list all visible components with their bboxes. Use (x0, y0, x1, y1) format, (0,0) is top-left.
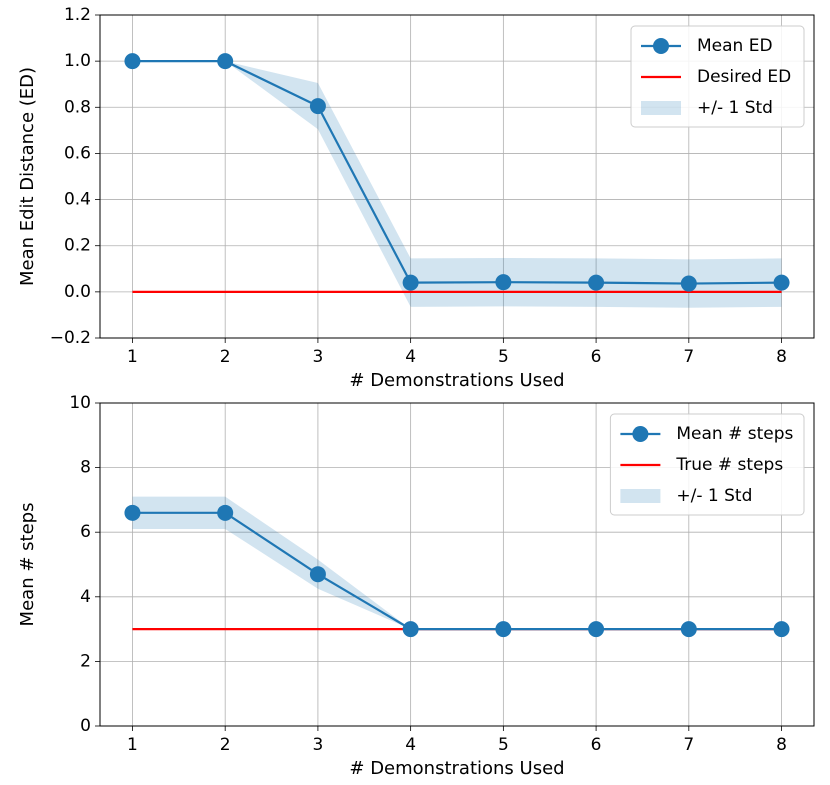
y-tick-label: 0.8 (64, 97, 91, 117)
x-tick-label: 1 (127, 735, 138, 755)
x-tick-label: 3 (312, 347, 323, 367)
marker (495, 621, 512, 638)
x-tick-label: 6 (591, 735, 602, 755)
marker (124, 53, 141, 70)
marker (773, 274, 790, 291)
legend-marker (632, 426, 649, 442)
marker (217, 53, 234, 70)
legend-label: Desired ED (697, 67, 791, 87)
axes: −0.2 0.0 0.2 0.4 0.6 0.8 1.0 1.2 1 2 3 4 5 6 7 8 # Demon… (17, 5, 815, 391)
x-tick-label: 4 (405, 347, 416, 367)
mean-line (132, 60, 782, 285)
x-tick-label: 7 (683, 347, 694, 367)
y-tick-label: 0.4 (64, 190, 91, 210)
y-tick-label: 1.0 (64, 51, 91, 71)
legend-label: True # steps (675, 455, 783, 475)
y-tick-label: 0.6 (64, 143, 91, 163)
y-axis-label: Mean Edit Distance (ED) (17, 67, 38, 286)
std-band (132, 496, 782, 630)
marker (217, 504, 234, 521)
legend-label: +/- 1 Std (697, 98, 773, 118)
y-axis-label: Mean # steps (17, 503, 38, 627)
marker (402, 621, 419, 638)
x-axis-label: # Demonstrations Used (349, 758, 564, 779)
marker (495, 274, 512, 291)
legend: Mean ED Desired ED +/- 1 Std (630, 25, 805, 128)
legend-marker (653, 38, 669, 54)
y-tick-label: 0.2 (64, 236, 91, 256)
x-tick-label: 5 (498, 347, 509, 367)
legend-swatch (641, 101, 681, 115)
y-tick-label: 0 (80, 716, 91, 736)
marker (588, 274, 605, 291)
marker (402, 274, 419, 291)
legend-box (630, 25, 805, 128)
mean-line (132, 511, 782, 631)
x-tick-label: 2 (220, 347, 231, 367)
y-tick-label: 2 (80, 651, 91, 671)
y-tick-label: 0.0 (64, 282, 91, 302)
legend-swatch (620, 489, 661, 503)
legend-box (609, 413, 805, 516)
legend: Mean # steps True # steps +/- 1 Std (609, 413, 805, 516)
y-tick-label: 8 (80, 458, 91, 478)
x-tick-label: 5 (498, 735, 509, 755)
y-tick-label: 10 (69, 393, 91, 413)
marker (680, 621, 697, 638)
x-tick-label: 8 (776, 735, 787, 755)
legend-label: Mean ED (697, 36, 773, 56)
x-axis-label: # Demonstrations Used (349, 370, 564, 391)
marker (680, 275, 697, 292)
y-tick-label: 4 (80, 587, 91, 607)
marker (124, 504, 141, 521)
x-tick-label: 8 (776, 347, 787, 367)
axes-frame (99, 402, 815, 727)
x-tick-label: 1 (127, 347, 138, 367)
marker (588, 621, 605, 638)
y-tick-label: 1.2 (64, 5, 91, 25)
axes-frame (99, 14, 815, 339)
x-tick-label: 3 (312, 735, 323, 755)
marker (309, 98, 326, 115)
x-tick-label: 6 (591, 347, 602, 367)
y-tick-label: −0.2 (50, 328, 91, 348)
x-tick-label: 2 (220, 735, 231, 755)
legend-label: Mean # steps (676, 424, 793, 444)
marker (309, 566, 326, 583)
x-tick-label: 4 (405, 735, 416, 755)
marker (773, 621, 790, 638)
legend-label: +/- 1 Std (676, 486, 752, 506)
y-tick-label: 6 (80, 522, 91, 542)
x-tick-label: 7 (683, 735, 694, 755)
